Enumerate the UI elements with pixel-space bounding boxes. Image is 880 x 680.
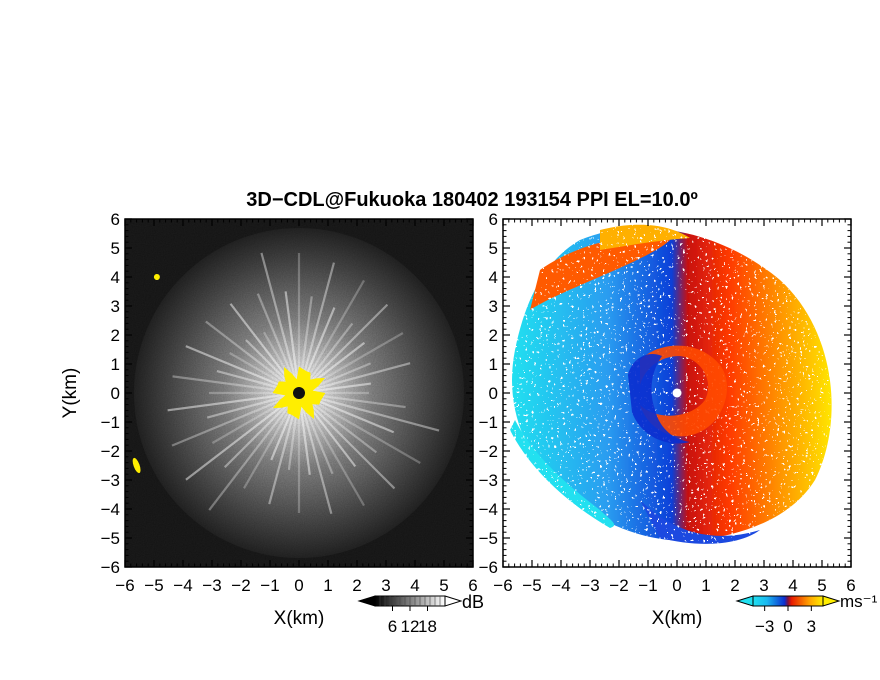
- x-tick-label: −4: [551, 576, 570, 595]
- beam-streak: [171, 391, 300, 447]
- y-tick-label: −4: [479, 500, 498, 519]
- y-tick-label: −1: [101, 413, 120, 432]
- y-tick-label: −4: [101, 500, 120, 519]
- beam-streak: [167, 391, 300, 412]
- x-tick-label: 4: [410, 576, 419, 595]
- x-tick-label: 4: [788, 576, 797, 595]
- x-tick-label: −2: [609, 576, 628, 595]
- y-tick-label: 3: [489, 297, 498, 316]
- y-tick-label: 2: [489, 326, 498, 345]
- x-tick-label: −1: [638, 576, 657, 595]
- x-tick-label: 2: [730, 576, 739, 595]
- intensity-colorbar-low-arrow: [357, 595, 376, 607]
- x-tick-label: 1: [701, 576, 710, 595]
- y-tick-label: 6: [111, 210, 120, 229]
- velocity-colorbar: ms⁻¹ −3 0 3: [735, 592, 878, 636]
- x-tick-label: 1: [323, 576, 332, 595]
- velocity-colorbar-tick-label: 0: [783, 617, 792, 636]
- x-axis-label-left: X(km): [274, 608, 325, 629]
- x-tick-label: −5: [522, 576, 541, 595]
- y-tick-label: −3: [479, 471, 498, 490]
- beam-streak: [298, 303, 389, 394]
- velocity-colorbar-scale: [752, 595, 824, 607]
- echo-speck: [132, 457, 141, 474]
- velocity-inner-red-ring: [640, 345, 728, 437]
- x-tick-label: −1: [260, 576, 279, 595]
- x-tick-label: 3: [759, 576, 768, 595]
- y-tick-label: 6: [489, 210, 498, 229]
- x-tick-label: 0: [294, 576, 303, 595]
- beam-streak: [208, 392, 300, 511]
- x-tick-label: 6: [846, 576, 855, 595]
- beam-streak: [298, 391, 440, 432]
- velocity-colorbar-tick-label: 3: [807, 617, 816, 636]
- y-tick-label: −3: [101, 471, 120, 490]
- x-tick-label: −3: [580, 576, 599, 595]
- x-tick-label: 6: [468, 576, 477, 595]
- velocity-colorbar-tick-label: −3: [755, 617, 774, 636]
- velocity-center-mark: [672, 388, 682, 398]
- y-tick-label: 1: [489, 355, 498, 374]
- beam-streak: [297, 392, 333, 515]
- x-tick-label: −6: [115, 576, 134, 595]
- x-tick-label: −3: [202, 576, 221, 595]
- intensity-colorbar-tick-label: 6: [388, 617, 397, 636]
- intensity-colorbar-high-arrow: [444, 595, 463, 607]
- y-tick-label: −2: [101, 442, 120, 461]
- x-tick-label: −4: [173, 576, 192, 595]
- beam-streak: [298, 392, 421, 464]
- beam-streak: [205, 320, 300, 394]
- x-tick-label: −5: [144, 576, 163, 595]
- beam-streak: [298, 362, 411, 395]
- x-tick-label: 0: [672, 576, 681, 595]
- beam-streak: [284, 291, 301, 394]
- echo-speck: [153, 274, 160, 280]
- velocity-colorbar-low-arrow: [735, 595, 754, 607]
- velocity-colorbar-unit: ms⁻¹: [840, 592, 878, 611]
- x-tick-label: −2: [231, 576, 250, 595]
- x-tick-label: −6: [493, 576, 512, 595]
- y-tick-label: −6: [479, 558, 498, 577]
- x-axis-label-right: X(km): [652, 608, 703, 629]
- y-tick-label: 0: [111, 384, 120, 403]
- y-tick-label: 3: [111, 297, 120, 316]
- y-tick-label: 5: [489, 239, 498, 258]
- y-axis-label-left: Y(km): [60, 368, 81, 419]
- intensity-colorbar-unit: dB: [462, 592, 484, 612]
- y-tick-label: 1: [111, 355, 120, 374]
- y-tick-label: 4: [489, 268, 498, 287]
- y-tick-label: −6: [101, 558, 120, 577]
- x-tick-label: 5: [817, 576, 826, 595]
- velocity-field: [510, 224, 832, 544]
- x-tick-label: 5: [439, 576, 448, 595]
- y-tick-label: −1: [479, 413, 498, 432]
- velocity-colorbar-high-arrow: [822, 595, 841, 607]
- lidar-location-mark: [293, 387, 305, 399]
- figure-title: 3D−CDL@Fukuoka 180402 193154 PPI EL=10.0…: [246, 189, 698, 211]
- y-tick-label: −2: [479, 442, 498, 461]
- y-tick-label: 0: [489, 384, 498, 403]
- intensity-colorbar-tick-label: 12: [401, 617, 420, 636]
- axes-left: −6 −5 −4 −3 −2 −1 0 1 2 3 4 5 6 6 5 4 3 2 1 0 −1 −2 −3 −4 −5 −6: [101, 210, 478, 595]
- intensity-colorbar-tick-label: 18: [418, 617, 437, 636]
- beam-streak: [260, 252, 301, 394]
- y-tick-label: 4: [111, 268, 120, 287]
- beam-streak: [298, 392, 396, 490]
- axes-right: −6 −5 −4 −3 −2 −1 0 1 2 3 4 5 6 6 5 4 3 2 1 0 −1 −2 −3 −4 −5 −6: [479, 210, 856, 595]
- velocity-inner-blue-hook: [628, 354, 690, 444]
- velocity-panel: [503, 219, 851, 567]
- y-tick-label: 5: [111, 239, 120, 258]
- x-tick-label: 2: [352, 576, 361, 595]
- intensity-panel: [125, 219, 473, 567]
- y-tick-label: 2: [111, 326, 120, 345]
- y-tick-label: −5: [479, 529, 498, 548]
- y-tick-label: −5: [101, 529, 120, 548]
- x-tick-label: 3: [381, 576, 390, 595]
